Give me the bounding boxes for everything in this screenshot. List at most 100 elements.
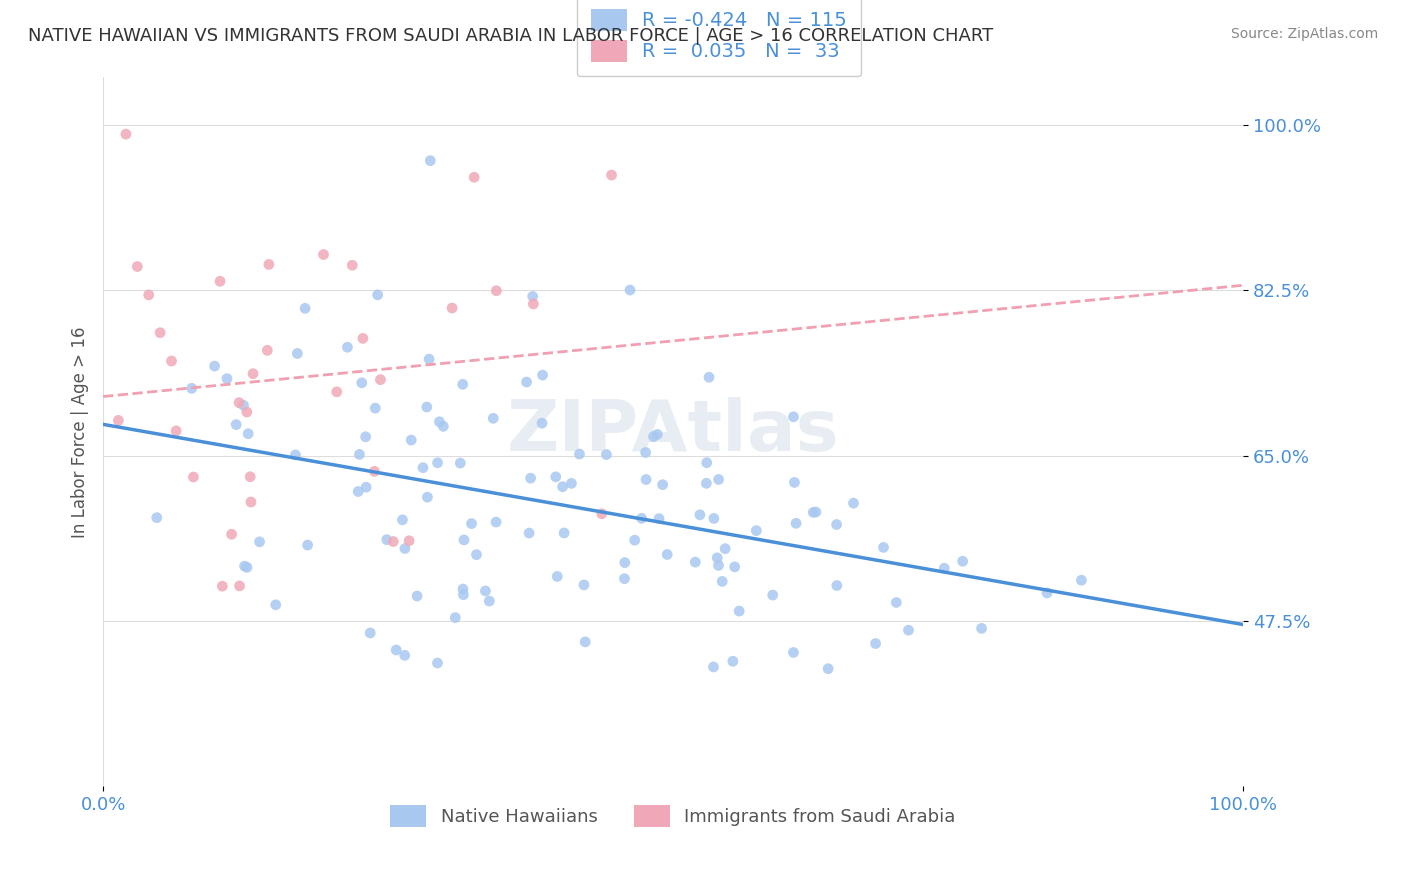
Point: [249, 534, 271, 549]
Point: [685, 555, 707, 569]
Point: [127, 260, 149, 274]
Point: [370, 373, 392, 387]
Point: [647, 427, 669, 442]
Point: [515, 375, 537, 389]
Point: [1036, 586, 1059, 600]
Point: [312, 247, 335, 261]
Point: [160, 354, 183, 368]
Point: [238, 426, 260, 441]
Point: [239, 469, 262, 483]
Point: [696, 456, 718, 470]
Text: ZIPAtlas: ZIPAtlas: [506, 398, 839, 467]
Point: [326, 384, 349, 399]
Point: [572, 578, 595, 592]
Text: Source: ZipAtlas.com: Source: ZipAtlas.com: [1230, 27, 1378, 41]
Point: [294, 301, 316, 316]
Point: [934, 561, 956, 575]
Point: [257, 257, 280, 271]
Point: [242, 367, 264, 381]
Point: [426, 456, 449, 470]
Point: [706, 550, 728, 565]
Point: [544, 470, 567, 484]
Point: [256, 343, 278, 358]
Point: [636, 473, 658, 487]
Point: [804, 505, 827, 519]
Point: [952, 554, 974, 568]
Point: [264, 598, 287, 612]
Point: [546, 569, 568, 583]
Point: [623, 533, 645, 548]
Point: [478, 594, 501, 608]
Point: [630, 511, 652, 525]
Point: [482, 411, 505, 425]
Point: [138, 288, 160, 302]
Point: [165, 424, 187, 438]
Point: [553, 525, 575, 540]
Point: [689, 508, 711, 522]
Point: [711, 574, 734, 589]
Point: [363, 464, 385, 478]
Point: [406, 589, 429, 603]
Point: [211, 579, 233, 593]
Point: [897, 623, 920, 637]
Point: [394, 648, 416, 663]
Point: [465, 548, 488, 562]
Point: [297, 538, 319, 552]
Point: [591, 507, 613, 521]
Point: [412, 460, 434, 475]
Point: [817, 662, 839, 676]
Point: [801, 505, 824, 519]
Point: [228, 395, 250, 409]
Point: [707, 558, 730, 573]
Point: [825, 517, 848, 532]
Point: [721, 654, 744, 668]
Point: [560, 476, 582, 491]
Point: [115, 127, 138, 141]
Point: [426, 656, 449, 670]
Point: [364, 401, 387, 416]
Point: [225, 417, 247, 432]
Point: [574, 635, 596, 649]
Point: [382, 534, 405, 549]
Point: [453, 588, 475, 602]
Point: [359, 626, 381, 640]
Point: [429, 415, 451, 429]
Point: [707, 472, 730, 486]
Point: [336, 340, 359, 354]
Point: [399, 433, 422, 447]
Point: [724, 560, 747, 574]
Point: [183, 470, 205, 484]
Point: [236, 560, 259, 574]
Point: [228, 579, 250, 593]
Point: [146, 510, 169, 524]
Point: [444, 610, 467, 624]
Point: [613, 572, 636, 586]
Point: [474, 584, 496, 599]
Point: [354, 480, 377, 494]
Point: [783, 475, 806, 490]
Point: [651, 477, 673, 491]
Point: [568, 447, 591, 461]
Point: [842, 496, 865, 510]
Y-axis label: In Labor Force | Age > 16: In Labor Force | Age > 16: [72, 326, 89, 538]
Point: [215, 371, 238, 385]
Point: [107, 413, 129, 427]
Point: [522, 289, 544, 303]
Point: [416, 490, 439, 504]
Point: [375, 533, 398, 547]
Point: [354, 430, 377, 444]
Point: [485, 515, 508, 529]
Point: [349, 447, 371, 461]
Point: [418, 352, 440, 367]
Point: [451, 377, 474, 392]
Point: [367, 288, 389, 302]
Legend: Native Hawaiians, Immigrants from Saudi Arabia: Native Hawaiians, Immigrants from Saudi …: [382, 797, 963, 834]
Point: [453, 533, 475, 547]
Point: [236, 405, 259, 419]
Point: [352, 331, 374, 345]
Point: [385, 643, 408, 657]
Point: [347, 484, 370, 499]
Point: [703, 511, 725, 525]
Point: [714, 541, 737, 556]
Point: [449, 456, 471, 470]
